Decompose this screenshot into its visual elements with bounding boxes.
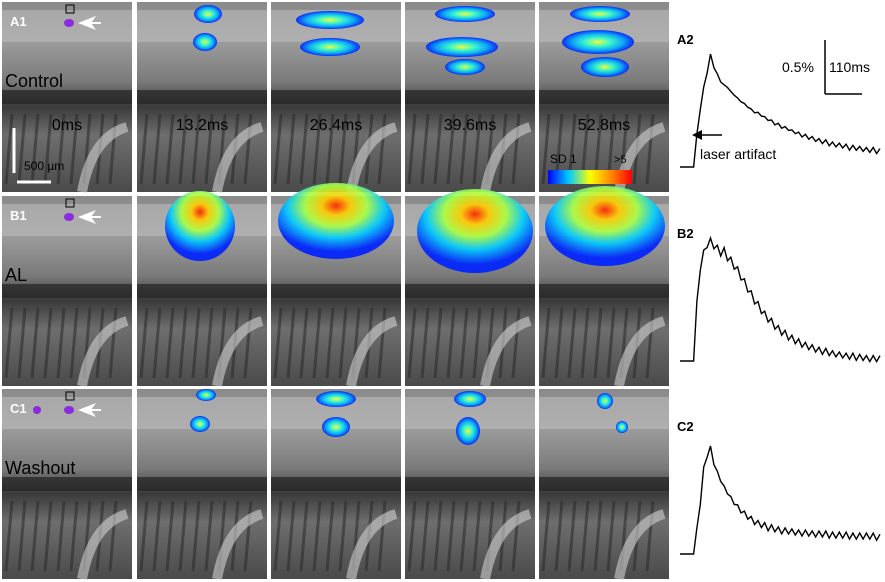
roi-square	[65, 4, 75, 14]
trace-panel: C2	[677, 419, 881, 555]
activation-region	[445, 59, 485, 75]
image-frame: 26.4ms	[271, 2, 401, 193]
activation-region	[545, 186, 665, 266]
fluorescence-trace	[680, 445, 881, 555]
image-frame	[137, 191, 267, 387]
activation-region	[322, 417, 350, 437]
stimulation-spot	[64, 213, 74, 221]
amplitude-scale-label: 0.5%	[782, 59, 814, 75]
image-frame	[539, 389, 669, 580]
activation-region	[597, 393, 613, 409]
frame-time-label: 13.2ms	[176, 117, 228, 134]
trace-panel-label: B2	[677, 226, 694, 241]
condition-label: AL	[5, 265, 27, 285]
roi-square	[65, 391, 75, 401]
image-frame	[539, 186, 669, 387]
image-row: C1 Washout	[2, 389, 669, 580]
activation-region	[570, 6, 630, 22]
activation-region	[456, 417, 480, 445]
image-frame: B1 AL	[2, 196, 132, 387]
frame-time-label: 0ms	[52, 117, 82, 134]
activation-region	[193, 33, 217, 51]
activation-region	[165, 191, 235, 261]
trace-panel-label: A2	[677, 32, 694, 47]
fluorescence-trace	[680, 235, 881, 364]
activation-region	[190, 416, 210, 432]
roi-square	[65, 198, 75, 208]
trace-panel-label: C2	[677, 419, 694, 434]
panel-label: C1	[10, 401, 27, 416]
frame-time-label: 39.6ms	[444, 117, 496, 134]
activation-region	[562, 30, 634, 54]
image-frame	[405, 389, 535, 580]
condition-label: Washout	[5, 458, 75, 478]
panel-label: B1	[10, 208, 27, 223]
image-frame	[271, 183, 401, 387]
stimulus-arrow-icon	[78, 16, 101, 30]
activation-region	[417, 189, 533, 273]
frame-time-label: 26.4ms	[310, 117, 362, 134]
image-frame	[405, 189, 535, 387]
image-frame: 39.6ms	[405, 2, 535, 193]
spatial-scale-bar: 500 µm	[12, 128, 64, 184]
activation-region	[316, 391, 356, 407]
stimulus-arrow-icon	[78, 403, 101, 417]
stimulation-spot	[64, 406, 74, 414]
scale-bar-label: 500 µm	[24, 159, 64, 173]
activation-region	[435, 6, 495, 22]
activation-region	[581, 57, 629, 77]
image-frame	[271, 389, 401, 580]
laser-artifact-label: laser artifact	[700, 146, 776, 162]
condition-label: Control	[5, 71, 63, 91]
image-frame: 13.2ms	[137, 2, 267, 193]
stimulus-arrow-icon	[78, 210, 101, 224]
image-row: B1 AL	[2, 183, 669, 387]
activation-region	[616, 421, 628, 433]
stimulation-spot	[33, 406, 41, 414]
activation-region	[296, 11, 364, 29]
fluorescence-trace	[680, 53, 881, 168]
colorbar-min-label: SD 1	[550, 152, 577, 166]
image-frame: A1 Control 0ms	[2, 2, 132, 193]
colorbar-max-label: >5	[614, 154, 627, 166]
laser-artifact-annotation: laser artifact	[692, 130, 776, 162]
activation-region	[196, 389, 216, 401]
time-scale-label: 110ms	[829, 59, 870, 75]
image-frame: 52.8ms	[539, 2, 669, 193]
activation-region	[454, 391, 486, 407]
trace-panel: B2	[677, 226, 881, 364]
activation-region	[300, 38, 360, 56]
stimulation-spot	[64, 19, 74, 27]
trace-scale-bar: 0.5% 110ms	[782, 40, 870, 95]
trace-panels: A2 B2 C2	[677, 32, 881, 555]
image-rows: A1 Control 0ms 13.2ms 26.4ms 39.6ms 52.8ms B1 AL…	[2, 2, 669, 580]
activation-region	[278, 183, 394, 259]
trace-panel: A2	[677, 32, 881, 168]
image-frame	[137, 389, 267, 580]
activation-region	[426, 37, 498, 57]
activation-region	[194, 5, 222, 23]
image-row: A1 Control 0ms 13.2ms 26.4ms 39.6ms 52.8ms	[2, 2, 669, 193]
panel-label: A1	[10, 14, 27, 29]
colorbar: SD 1 >5	[548, 152, 632, 184]
frame-time-label: 52.8ms	[578, 117, 630, 134]
image-frame: C1 Washout	[2, 389, 132, 580]
